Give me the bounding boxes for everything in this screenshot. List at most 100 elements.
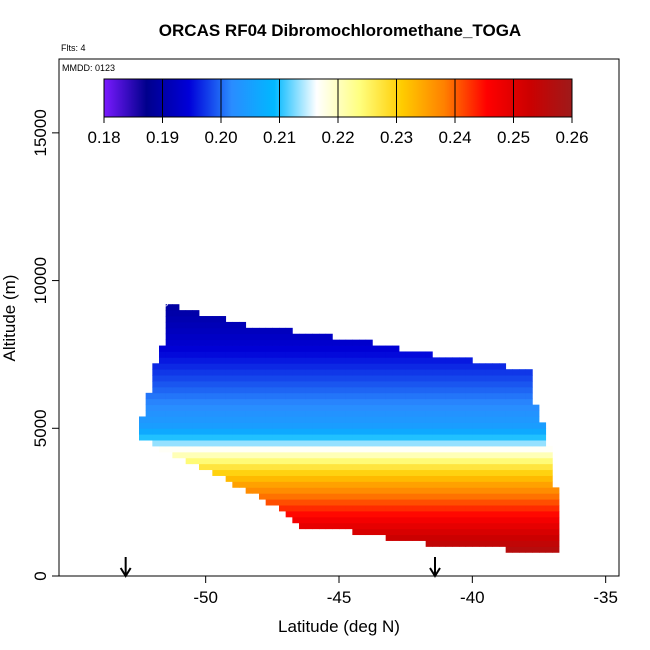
field-cell	[252, 398, 260, 406]
field-cell	[305, 398, 313, 406]
field-cell	[192, 310, 200, 317]
field-cell	[185, 339, 193, 346]
field-cell	[365, 345, 373, 352]
field-cell	[519, 522, 527, 530]
field-cell	[239, 446, 247, 453]
field-cell	[259, 404, 267, 411]
field-cell	[285, 363, 293, 370]
field-cell	[419, 369, 427, 376]
field-cell	[425, 534, 433, 541]
field-cell	[485, 363, 493, 370]
field-cell	[325, 404, 333, 411]
field-cell	[465, 481, 473, 488]
field-cell	[539, 540, 547, 547]
field-cell	[259, 428, 267, 435]
colorbar-ticks: 0.18 0.19 0.20 0.21 0.22 0.23 0.24 0.25 0.26	[87, 79, 589, 147]
field-cell	[279, 392, 287, 400]
field-cell	[339, 404, 347, 411]
field-cell	[159, 434, 167, 441]
field-cell	[479, 446, 487, 453]
field-cell	[299, 505, 307, 512]
field-cell	[285, 505, 293, 512]
field-cell	[472, 392, 480, 400]
field-cell	[385, 440, 393, 447]
field-cell	[285, 339, 293, 346]
field-cell	[285, 357, 293, 364]
field-cell	[472, 487, 480, 494]
field-cell	[532, 446, 540, 453]
field-cell	[372, 392, 380, 400]
field-cell	[492, 516, 500, 524]
field-cell	[299, 416, 307, 423]
field-cell	[272, 357, 280, 364]
x-tick-label: -45	[327, 588, 352, 607]
field-cell	[472, 451, 480, 459]
field-cell	[499, 463, 507, 471]
field-cell	[185, 422, 193, 429]
field-cell	[425, 428, 433, 435]
field-cell	[159, 404, 167, 411]
field-cell	[319, 416, 327, 423]
field-cell	[165, 375, 173, 382]
field-cell	[145, 410, 153, 417]
field-cell	[199, 457, 207, 465]
field-cell	[352, 375, 360, 382]
field-cell	[392, 381, 400, 388]
field-cell	[439, 451, 447, 459]
field-cell	[305, 381, 313, 388]
field-cell	[332, 487, 340, 494]
field-cell	[392, 475, 400, 482]
field-cell	[352, 386, 360, 394]
field-cell	[379, 434, 387, 441]
field-cell	[452, 493, 460, 500]
field-cell	[325, 392, 333, 400]
field-cell	[359, 422, 367, 429]
field-cell	[425, 463, 433, 471]
field-cell	[299, 487, 307, 494]
field-cell	[485, 381, 493, 388]
field-cell	[512, 428, 520, 435]
field-cell	[245, 363, 253, 370]
field-cell	[339, 357, 347, 364]
field-cell	[219, 381, 227, 388]
field-cell	[212, 398, 220, 406]
field-cell	[325, 434, 333, 441]
field-cell	[459, 440, 467, 447]
field-cell	[485, 369, 493, 376]
field-cell	[365, 528, 373, 536]
field-cell	[325, 386, 333, 394]
field-cell	[279, 363, 287, 370]
field-cell	[212, 410, 220, 417]
field-cell	[272, 404, 280, 411]
field-cell	[392, 416, 400, 423]
field-cell	[319, 440, 327, 447]
field-cell	[205, 416, 213, 423]
field-cell	[232, 369, 240, 376]
field-cell	[325, 357, 333, 364]
field-cell	[212, 339, 220, 346]
field-cell	[385, 363, 393, 370]
field-cell	[292, 363, 300, 370]
field-cell	[385, 351, 393, 358]
field-cell	[452, 434, 460, 441]
field-cell	[319, 511, 327, 518]
field-cell	[512, 481, 520, 488]
field-cell	[299, 469, 307, 476]
colorbar: 0.18 0.19 0.20 0.21 0.22 0.23 0.24 0.25 0.26	[87, 78, 589, 147]
field-cell	[465, 428, 473, 435]
field-cell	[485, 422, 493, 429]
field-cell	[365, 475, 373, 482]
field-cell	[139, 422, 147, 429]
field-cell	[165, 381, 173, 388]
field-cell	[512, 463, 520, 471]
field-cell	[492, 410, 500, 417]
field-cell	[179, 410, 187, 417]
field-cell	[352, 410, 360, 417]
field-cell	[272, 428, 280, 435]
field-cell	[419, 410, 427, 417]
field-cell	[192, 369, 200, 376]
field-cell	[412, 392, 420, 400]
field-cell	[379, 345, 387, 352]
field-cell	[445, 440, 453, 447]
field-cell	[425, 398, 433, 406]
